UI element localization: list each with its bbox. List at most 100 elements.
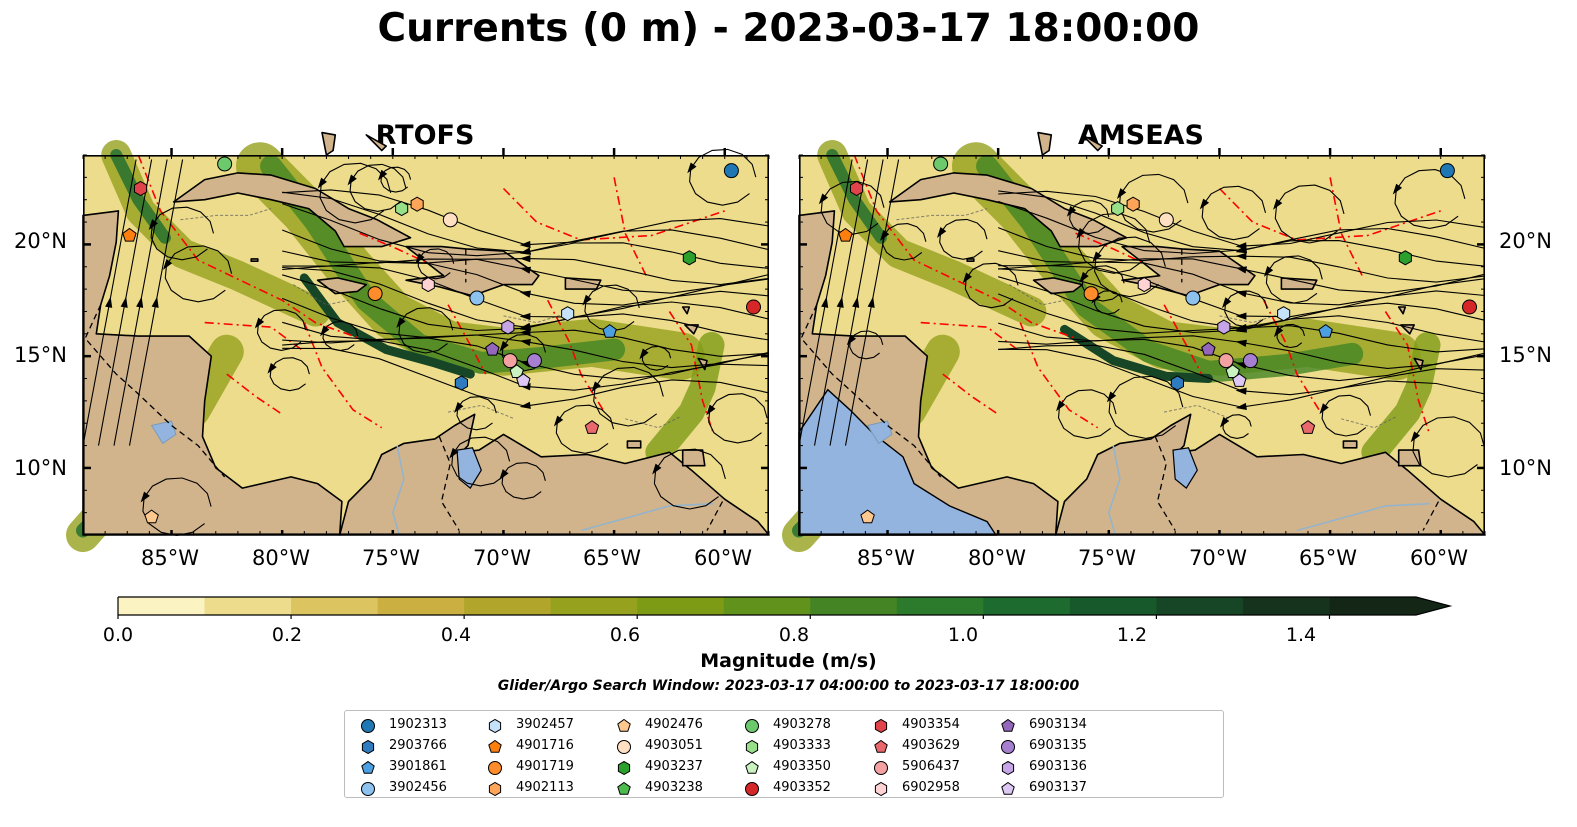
lat-label-20: 20°N xyxy=(14,229,67,253)
float-marker-3901861 xyxy=(1318,323,1333,338)
legend-marker-icon xyxy=(617,740,631,754)
legend-label: 6903134 xyxy=(1029,717,1087,732)
lon-label-60: 60°W xyxy=(694,546,752,570)
float-marker-4903237 xyxy=(1398,250,1412,266)
float-marker-4903333 xyxy=(395,201,409,217)
float-marker-4901719 xyxy=(1083,286,1099,302)
float-marker-4903350 xyxy=(509,364,524,378)
rtofs-map xyxy=(66,131,770,552)
panel-title-amseas: AMSEAS xyxy=(1078,120,1204,151)
legend-label: 4901719 xyxy=(516,759,574,774)
float-marker-4903354 xyxy=(134,180,148,197)
legend-marker-icon xyxy=(488,718,502,734)
float-marker-6903137 xyxy=(516,373,531,387)
float-marker-3902456 xyxy=(469,290,485,306)
legend-marker-icon xyxy=(1001,781,1015,795)
cb-tick-1: 0.2 xyxy=(271,624,303,646)
legend-label: 6902958 xyxy=(902,780,960,795)
legend-label: 4901716 xyxy=(516,738,574,753)
lon-label-60-right: 60°W xyxy=(1410,546,1468,570)
float-marker-4903354 xyxy=(850,180,864,197)
cb-tick-3: 0.6 xyxy=(609,624,641,646)
colorbar-label: Magnitude (m/s) xyxy=(700,650,877,672)
legend-label: 4903629 xyxy=(902,738,960,753)
float-marker-4903278 xyxy=(933,156,949,172)
legend-marker-icon xyxy=(361,782,375,796)
lat-label-10-right: 10°N xyxy=(1499,456,1552,480)
float-marker-4901716 xyxy=(122,227,137,242)
float-marker-4902113 xyxy=(1126,196,1140,212)
cb-tick-5: 1.0 xyxy=(947,624,979,646)
legend-marker-icon xyxy=(488,761,502,775)
float-marker-4903629 xyxy=(584,420,600,434)
legend-marker-icon xyxy=(617,760,631,776)
colorbar-segment xyxy=(1156,597,1244,615)
cb-tick-2: 0.4 xyxy=(440,624,472,646)
float-marker-6903134 xyxy=(485,341,500,356)
float-marker-4901716 xyxy=(838,227,853,242)
float-marker-1902313 xyxy=(723,163,739,179)
float-marker-5906437 xyxy=(502,353,518,369)
lat-label-10: 10°N xyxy=(14,456,67,480)
float-marker-6902958 xyxy=(1137,277,1151,293)
float-marker-3902457 xyxy=(1277,306,1291,322)
legend: 1902313 2903766 3901861 3902456 3902457 49017… xyxy=(344,710,1224,798)
cb-tick-6: 1.2 xyxy=(1116,624,1148,646)
colorbar-segment xyxy=(723,597,811,615)
lon-label-85-right: 85°W xyxy=(857,546,915,570)
lon-label-70: 70°W xyxy=(473,546,531,570)
lon-label-85: 85°W xyxy=(141,546,199,570)
float-marker-4903278 xyxy=(217,156,233,172)
colorbar-segment xyxy=(1242,597,1330,615)
float-marker-6903136 xyxy=(501,319,515,335)
colorbar-segment xyxy=(377,597,465,615)
legend-label: 3902456 xyxy=(389,780,447,795)
legend-label: 4903350 xyxy=(773,759,831,774)
colorbar-segment xyxy=(983,597,1071,615)
float-marker-4903350 xyxy=(1225,364,1240,378)
lat-label-20-right: 20°N xyxy=(1499,229,1552,253)
legend-label: 4903278 xyxy=(773,717,831,732)
float-marker-2903766 xyxy=(1170,375,1184,391)
cb-tick-7: 1.4 xyxy=(1285,624,1317,646)
legend-marker-icon xyxy=(361,719,375,733)
lon-label-80: 80°W xyxy=(252,546,310,570)
float-marker-1902313 xyxy=(1439,163,1455,179)
legend-marker-icon xyxy=(617,781,631,795)
float-marker-6902958 xyxy=(421,277,435,293)
legend-marker-icon xyxy=(874,781,888,797)
float-marker-6903135 xyxy=(526,353,542,369)
legend-marker-icon xyxy=(1001,760,1015,776)
lon-label-65: 65°W xyxy=(583,546,641,570)
lat-label-15: 15°N xyxy=(14,343,67,367)
lon-label-70-right: 70°W xyxy=(1189,546,1247,570)
float-marker-4903051 xyxy=(442,212,458,228)
float-marker-6903135 xyxy=(1242,353,1258,369)
float-marker-4903333 xyxy=(1111,201,1125,217)
cb-tick-4: 0.8 xyxy=(778,624,810,646)
legend-marker-icon xyxy=(874,761,888,775)
lon-label-65-right: 65°W xyxy=(1299,546,1357,570)
legend-marker-icon xyxy=(1001,740,1015,754)
colorbar-segment xyxy=(550,597,638,615)
legend-label: 4902476 xyxy=(645,717,703,732)
float-marker-4902476 xyxy=(860,509,875,524)
float-marker-5906437 xyxy=(1218,353,1234,369)
colorbar-segment xyxy=(118,597,206,615)
legend-marker-icon xyxy=(361,760,375,774)
legend-marker-icon xyxy=(745,739,759,755)
legend-label: 4903238 xyxy=(645,780,703,795)
colorbar-segment xyxy=(637,597,725,615)
legend-marker-icon xyxy=(488,739,502,753)
legend-marker-icon xyxy=(361,739,375,755)
legend-marker-icon xyxy=(874,739,888,753)
float-marker-4901719 xyxy=(367,286,383,302)
float-marker-4902476 xyxy=(144,509,159,524)
colorbar-segment xyxy=(464,597,552,615)
legend-label: 4903354 xyxy=(902,717,960,732)
float-marker-4902113 xyxy=(410,196,424,212)
float-marker-6903137 xyxy=(1232,373,1247,387)
colorbar-segment xyxy=(291,597,379,615)
legend-label: 2903766 xyxy=(389,738,447,753)
float-marker-3901861 xyxy=(602,323,617,338)
